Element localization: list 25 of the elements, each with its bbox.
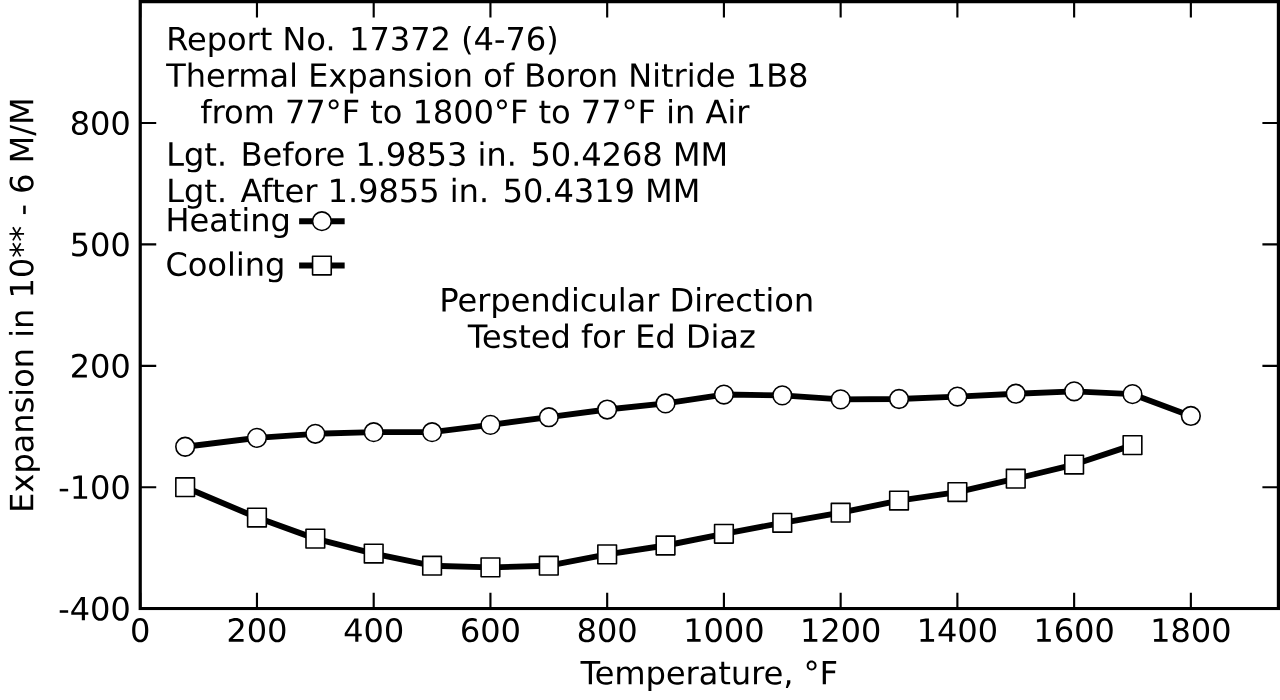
annotation: Tested for Ed Diaz	[467, 323, 755, 349]
x-tick-label: 1800	[1153, 618, 1230, 643]
x-tick-label: 200	[228, 618, 286, 643]
annotation: Report No. 17372 (4-76)	[169, 26, 556, 58]
x-tick-label: 800	[578, 618, 636, 643]
y-tick-label: -400	[59, 596, 129, 621]
y-tick-label: -100	[59, 475, 129, 500]
x-tick-label: 400	[344, 618, 403, 643]
annotation: Perpendicular Direction	[442, 287, 812, 319]
x-tick-label: 1600	[1036, 618, 1113, 643]
y-tick-label: 800	[71, 110, 129, 136]
x-tick-label: 0	[132, 618, 149, 643]
y-tick-label: 500	[72, 232, 129, 257]
legend-label: Heating	[168, 207, 288, 239]
x-tick-label: 1000	[686, 618, 763, 643]
annotation: Lgt. Before 1.9853 in. 50.4268 MM	[169, 141, 725, 173]
x-tick-label: 1400	[920, 618, 996, 643]
x-axis-title: Temperature, °F	[580, 660, 837, 692]
x-tick-label: 600	[462, 618, 519, 643]
y-axis-title: Expansion in 10** - 6 M/M	[8, 100, 40, 510]
annotation: from 77°F to 1800°F to 77°F in Air	[201, 98, 750, 124]
legend-label: Cooling	[167, 251, 283, 283]
x-tick-label: 1200	[803, 618, 880, 643]
annotation: Thermal Expansion of Boron Nitride 1B8	[166, 62, 807, 94]
y-tick-label: 200	[72, 353, 129, 378]
